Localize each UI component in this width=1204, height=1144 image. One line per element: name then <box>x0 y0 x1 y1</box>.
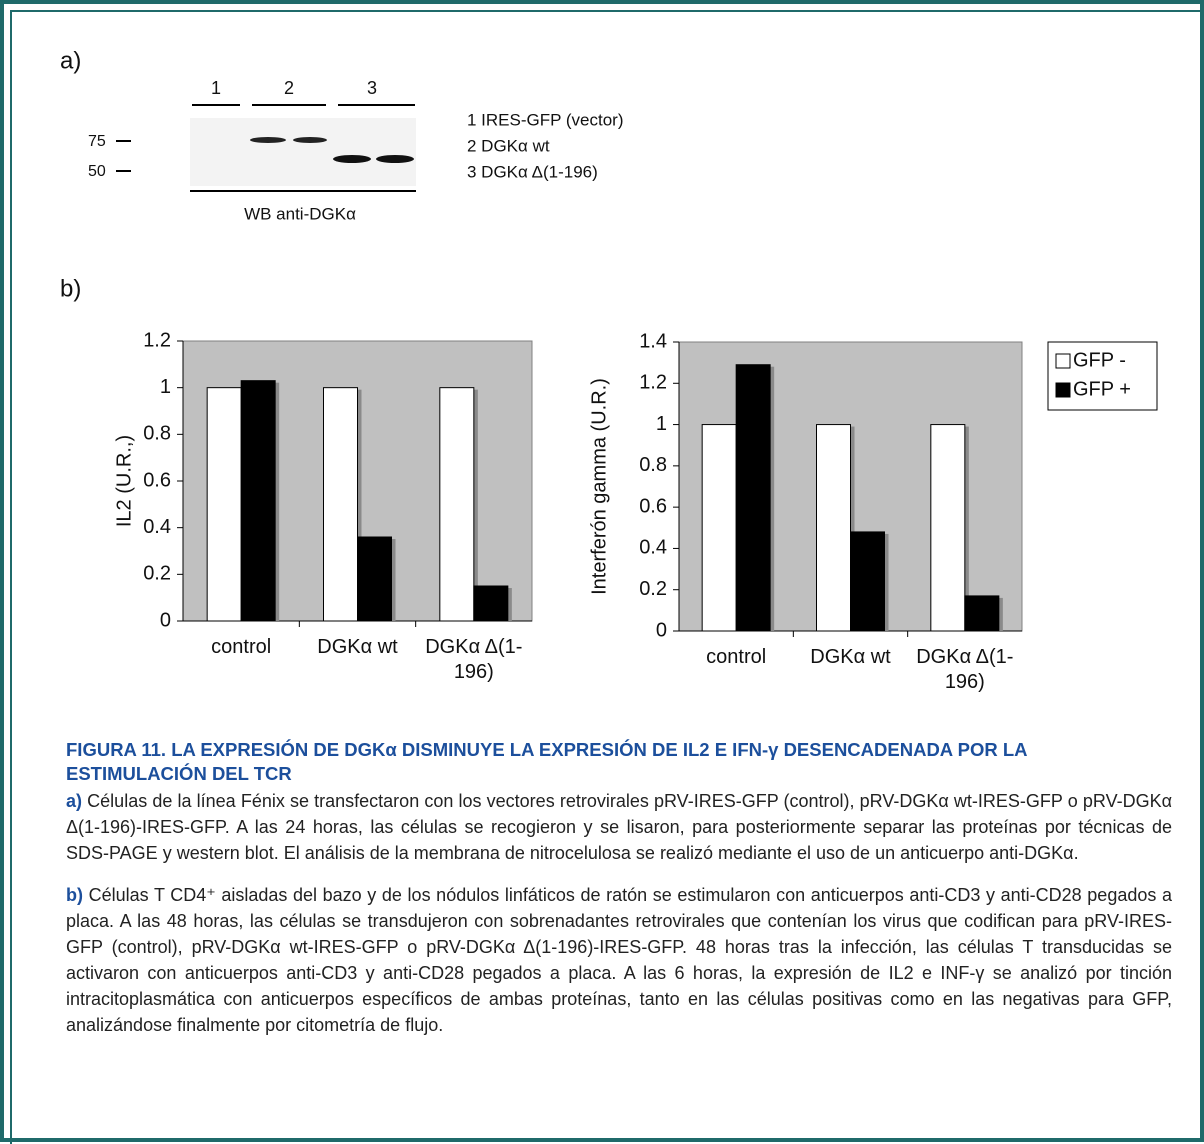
bar <box>440 388 474 621</box>
y-tick-label: 0.4 <box>639 537 667 559</box>
y-tick-label: 0.4 <box>143 516 171 538</box>
y-tick-label: 0.8 <box>143 423 171 445</box>
blot-legend: 3 DGKα Δ(1-196) <box>467 162 598 181</box>
caption-title: FIGURA 11. LA EXPRESIÓN DE DGKα DISMINUY… <box>66 738 1172 786</box>
x-tick-label: DGKα Δ(1-196) <box>409 635 539 685</box>
legend-swatch <box>1056 383 1070 397</box>
x-tick-label: control <box>671 645 801 670</box>
x-tick-label: DGKα Δ(1-196) <box>900 645 1030 695</box>
y-tick-label: 0.2 <box>143 563 171 585</box>
y-tick-label: 0.2 <box>639 578 667 600</box>
y-tick-label: 1 <box>656 413 667 435</box>
bar <box>736 365 770 631</box>
legend-label: GFP + <box>1073 378 1131 400</box>
bar <box>931 425 965 631</box>
blot <box>190 118 416 186</box>
band <box>376 155 414 163</box>
caption: FIGURA 11. LA EXPRESIÓN DE DGKα DISMINUY… <box>66 738 1172 1054</box>
y-tick-label: 1 <box>160 376 171 398</box>
legend-swatch <box>1056 354 1070 368</box>
lane-label: 3 <box>367 78 377 98</box>
caption-paragraph: b) Células T CD4⁺ aisladas del bazo y de… <box>66 882 1172 1038</box>
blot-label: WB anti-DGKα <box>244 204 356 223</box>
blot-legend: 2 DGKα wt <box>467 136 550 155</box>
y-tick-label: 0 <box>160 609 171 631</box>
band <box>293 137 327 143</box>
panel-label: b) <box>60 275 81 302</box>
figure: a) 1 2 3 75 50 WB anti-DGKα 1 IRES-GFP (… <box>0 0 1204 730</box>
x-tick-label: DGKα wt <box>786 645 916 670</box>
y-tick-label: 1.2 <box>639 372 667 394</box>
y-tick-label: 1.2 <box>143 329 171 351</box>
paragraph-label: a) <box>66 791 82 811</box>
bar <box>324 388 358 621</box>
lane-label: 2 <box>284 78 294 98</box>
bar <box>702 425 736 631</box>
band <box>333 155 371 163</box>
y-tick-label: 0 <box>656 619 667 641</box>
bar <box>474 586 508 621</box>
x-tick-label: control <box>176 635 306 660</box>
y-tick-label: 0.8 <box>639 454 667 476</box>
caption-paragraph: a) Células de la línea Fénix se transfec… <box>66 788 1172 866</box>
panel-label: a) <box>60 47 81 74</box>
y-tick-label: 1.4 <box>639 330 667 352</box>
paragraph-label: b) <box>66 885 83 905</box>
bar <box>965 596 999 631</box>
y-tick-label: 0.6 <box>143 469 171 491</box>
marker-label: 50 <box>88 163 106 180</box>
band <box>250 137 286 143</box>
lane-label: 1 <box>211 78 221 98</box>
y-axis-label: Interferón gamma (U.R.) <box>588 378 610 595</box>
marker-label: 75 <box>88 133 106 150</box>
bar <box>817 425 851 631</box>
y-tick-label: 0.6 <box>639 495 667 517</box>
legend-label: GFP - <box>1073 349 1126 371</box>
bar <box>207 388 241 621</box>
x-tick-label: DGKα wt <box>293 635 423 660</box>
bar <box>851 532 885 631</box>
bar <box>241 381 275 621</box>
bar <box>358 537 392 621</box>
blot-legend: 1 IRES-GFP (vector) <box>467 110 624 129</box>
y-axis-label: IL2 (U.R.,) <box>113 435 135 527</box>
page: a) 1 2 3 75 50 WB anti-DGKα 1 IRES-GFP (… <box>0 0 1204 1142</box>
paragraph-text: Células T CD4⁺ aisladas del bazo y de lo… <box>66 885 1172 1035</box>
paragraph-text: Células de la línea Fénix se transfectar… <box>66 791 1172 863</box>
